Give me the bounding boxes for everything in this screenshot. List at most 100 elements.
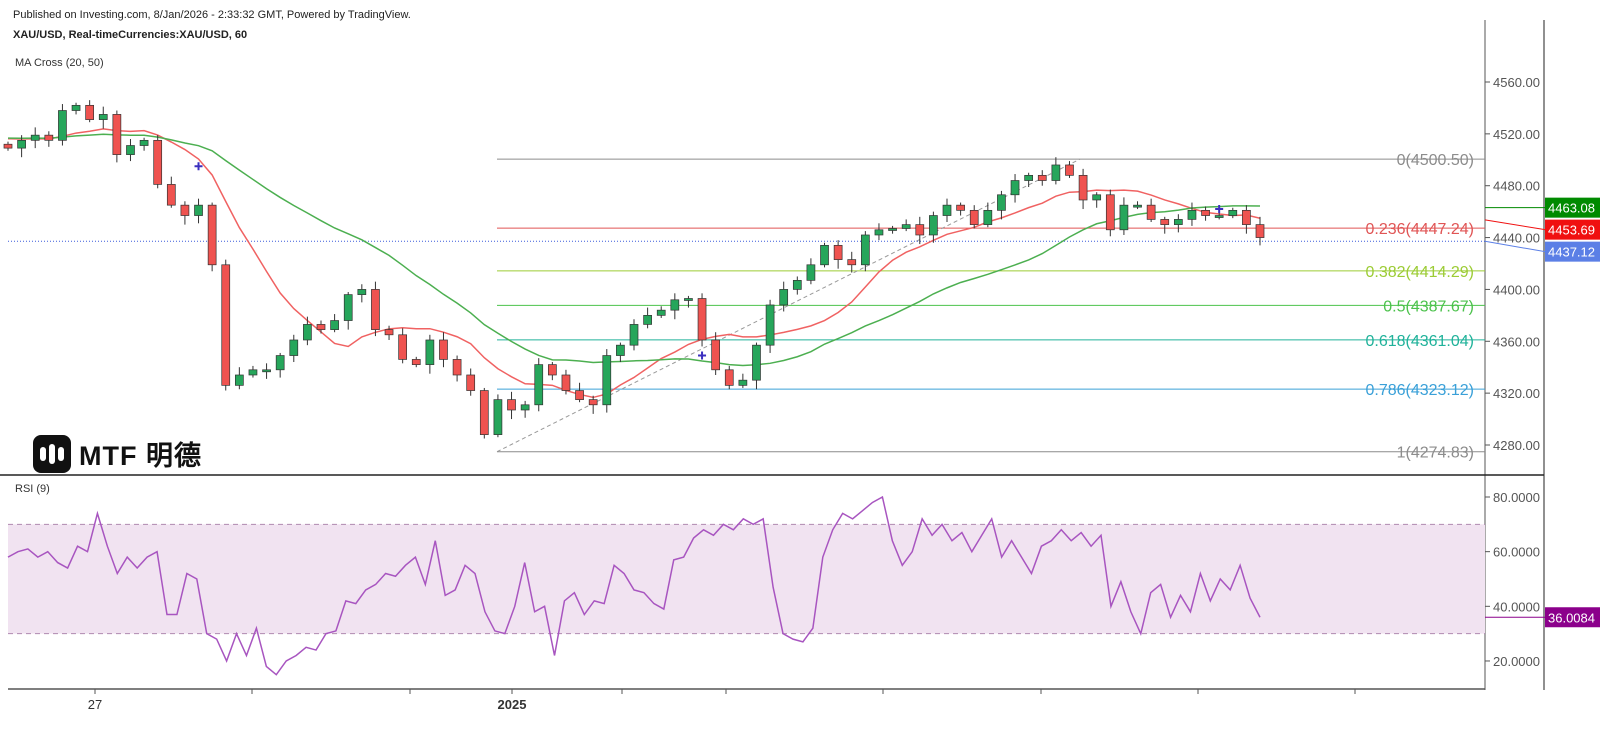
candle-body: [262, 369, 271, 373]
price-tick-label: 4480.00: [1493, 179, 1540, 194]
fib-level-label: 0.786(4323.12): [1365, 382, 1474, 399]
candle-body: [738, 379, 748, 386]
candle-body: [439, 339, 448, 360]
candle-body: [1037, 174, 1047, 181]
candle-body: [398, 334, 408, 360]
candle-body: [602, 355, 612, 406]
candle-body: [126, 145, 135, 155]
candle-body: [139, 139, 149, 146]
candle-body: [684, 298, 693, 301]
candle-body: [874, 229, 884, 236]
price-tick-label: 4520.00: [1493, 127, 1540, 142]
candle-body: [221, 264, 231, 386]
candle-body: [1024, 174, 1034, 181]
candle-body: [969, 209, 979, 225]
price-tick-label: 4560.00: [1493, 75, 1540, 90]
fib-level-label: 0.236(4447.24): [1365, 221, 1474, 238]
price-tick-label: 4440.00: [1493, 231, 1540, 246]
ma-slow-line: [7, 133, 1261, 367]
candle-body: [357, 289, 367, 295]
candle-body: [425, 339, 435, 365]
candle-body: [956, 204, 965, 211]
ma-cross-label: MA Cross (20, 50): [15, 57, 104, 69]
candle-body: [820, 244, 829, 266]
candle-body: [1214, 215, 1224, 218]
candle-body: [452, 359, 462, 376]
published-caption: Published on Investing.com, 8/Jan/2026 -…: [13, 9, 411, 21]
rsi-band: [8, 524, 1485, 634]
candle-body: [929, 215, 938, 236]
fib-level-label: 0.5(4387.67): [1383, 298, 1474, 315]
candle-body: [316, 324, 326, 330]
candle-body: [71, 104, 81, 111]
candle-body: [3, 143, 13, 149]
candle-body: [1119, 204, 1129, 231]
price-label-text: 4437.12: [1548, 245, 1595, 260]
candle-body: [153, 139, 163, 185]
candle-body: [1255, 224, 1265, 238]
candle-body: [234, 374, 244, 386]
rsi-value-text: 36.0084: [1548, 610, 1595, 625]
candle-body: [1078, 174, 1088, 201]
candle-body: [248, 369, 258, 376]
candle-body: [58, 110, 67, 141]
candle-body: [112, 114, 122, 155]
candle-body: [343, 294, 353, 321]
candle-body: [180, 204, 190, 216]
candle-body: [493, 399, 503, 435]
candle-body: [670, 299, 680, 311]
time-tick-label: 2025: [498, 697, 527, 712]
candle-body: [901, 224, 911, 229]
candle-body: [1187, 209, 1197, 220]
rsi-tick-label: 20.0000: [1493, 654, 1540, 669]
fib-level-label: 1(4274.83): [1397, 445, 1474, 462]
candle-body: [847, 259, 857, 266]
candle-body: [1092, 194, 1102, 201]
candle-body: [207, 204, 217, 266]
candle-body: [1173, 219, 1183, 225]
candle-body: [1201, 209, 1210, 216]
candle-body: [752, 344, 761, 381]
candle-body: [616, 344, 625, 356]
candle-body: [166, 184, 176, 206]
rsi-value-badge: [1545, 607, 1600, 628]
price-label-text: 4463.08: [1548, 201, 1595, 216]
candle-body: [371, 289, 380, 330]
candle-body: [942, 204, 952, 216]
candle-body: [547, 364, 557, 376]
price-tick-label: 4360.00: [1493, 334, 1540, 349]
candle-body: [656, 309, 666, 316]
candle-body: [411, 359, 421, 365]
rsi-tick-label: 80.0000: [1493, 490, 1540, 505]
candle-body: [466, 374, 476, 391]
candle-body: [98, 114, 108, 120]
candle-body: [561, 374, 571, 391]
candle-body: [860, 234, 870, 266]
candle-body: [303, 324, 312, 341]
rsi-label: RSI (9): [15, 483, 50, 495]
candle-body: [520, 404, 530, 411]
time-tick-label: 27: [88, 697, 102, 712]
candle-body: [44, 134, 54, 141]
candle-body: [724, 369, 734, 386]
price-label-connector: [1484, 240, 1546, 253]
candle-body: [30, 134, 40, 141]
candle-body: [629, 324, 639, 346]
fib-level-label: 0.618(4361.04): [1365, 333, 1474, 350]
fib-level-label: 0(4500.50): [1397, 152, 1474, 169]
candle-body: [384, 329, 394, 336]
candle-body: [17, 139, 26, 149]
candle-body: [1242, 209, 1251, 225]
ma-cross-marker: [698, 351, 707, 360]
price-tick-label: 4400.00: [1493, 282, 1540, 297]
candle-body: [1065, 164, 1074, 176]
candle-body: [1228, 209, 1238, 216]
candle-body: [792, 279, 802, 290]
symbol-title: XAU/USD, Real-timeCurrencies:XAU/USD, 60: [13, 29, 248, 41]
price-tick-label: 4320.00: [1493, 386, 1540, 401]
logo-icon: [33, 434, 71, 473]
candle-body: [275, 355, 285, 371]
price-label-connector: [1484, 219, 1546, 231]
ma-cross-marker: [1215, 205, 1224, 214]
